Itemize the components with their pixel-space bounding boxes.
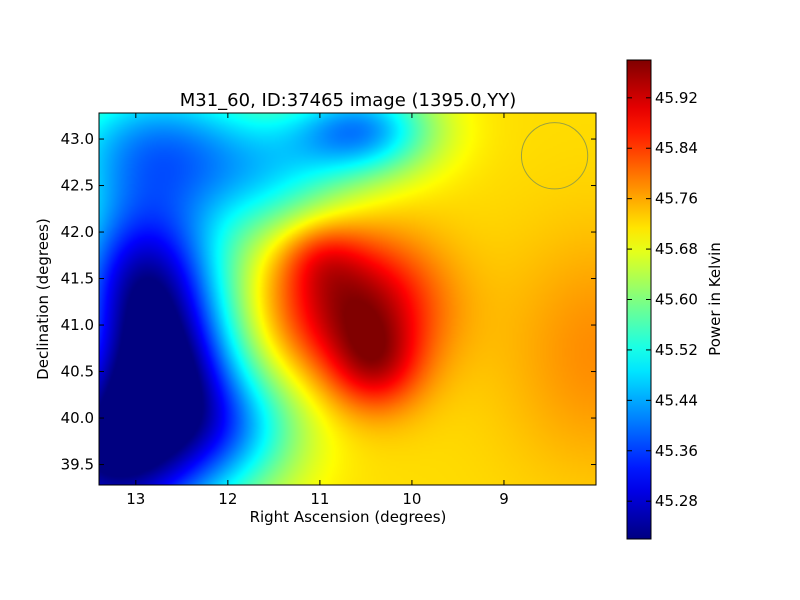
colorbar-label: Power in Kelvin [706, 242, 724, 356]
y-axis-label: Declination (degrees) [34, 218, 52, 380]
y-tick-label: 41.0 [61, 316, 94, 334]
colorbar-tick-label: 45.76 [655, 190, 698, 208]
beam-circle [520, 122, 589, 190]
x-axis-label: Right Ascension (degrees) [250, 508, 447, 526]
colorbar-tick-label: 45.68 [655, 240, 698, 258]
x-tick-label: 12 [218, 490, 237, 508]
heatmap-image [99, 113, 596, 485]
y-tick-label: 42.5 [61, 177, 94, 195]
y-tick-label: 39.5 [61, 456, 94, 474]
colorbar-tick-label: 45.36 [655, 442, 698, 460]
y-axis: 39.5 40.0 40.5 41.0 41.5 42.0 42.5 43.0 [61, 130, 596, 474]
colorbar-tick-label: 45.84 [655, 139, 698, 157]
colorbar-tick-label: 45.92 [655, 89, 698, 107]
x-axis: 13 12 11 10 9 [126, 113, 509, 508]
x-tick-label: 9 [499, 490, 509, 508]
colorbar-ticks: 45.28 45.36 45.44 45.52 45.60 45.68 45.76 45.84… [627, 89, 698, 510]
plot-area [98, 112, 597, 486]
colorbar-tick-label: 45.60 [655, 291, 698, 309]
y-tick-label: 43.0 [61, 130, 94, 148]
x-tick-label: 10 [402, 490, 421, 508]
y-tick-label: 42.0 [61, 223, 94, 241]
colorbar-tick-label: 45.44 [655, 391, 698, 409]
plot-frame [98, 112, 597, 486]
x-tick-label: 13 [126, 490, 145, 508]
colorbar-tick-label: 45.28 [655, 492, 698, 510]
y-tick-label: 40.0 [61, 409, 94, 427]
chart-title: M31_60, ID:37465 image (1395.0,YY) [180, 90, 517, 111]
colorbar-tick-label: 45.52 [655, 341, 698, 359]
x-tick-label: 11 [310, 490, 329, 508]
y-tick-label: 40.5 [61, 363, 94, 381]
colorbar: 45.28 45.36 45.44 45.52 45.60 45.68 45.76 45.84… [626, 59, 724, 540]
y-tick-label: 41.5 [61, 270, 94, 288]
